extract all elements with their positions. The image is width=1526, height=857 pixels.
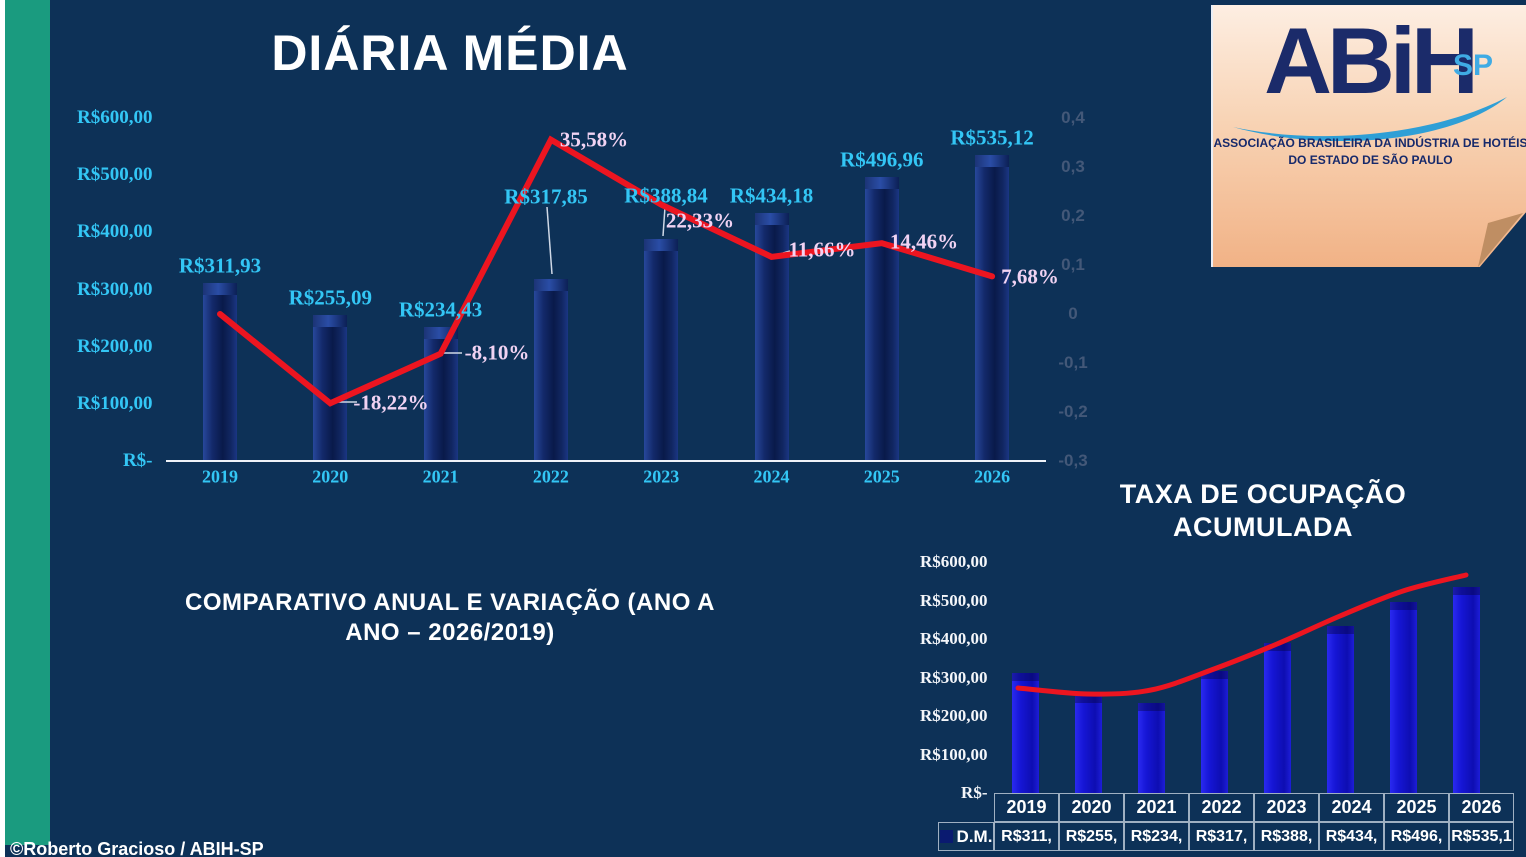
chart2-bar-2025 <box>1389 601 1417 793</box>
table-year-header: 2019 <box>994 793 1059 822</box>
dm-legend-swatch <box>939 830 953 843</box>
chart1-bar-2021 <box>423 326 458 461</box>
chart1-year-label: 2023 <box>643 466 680 487</box>
chart2-axis-tick: R$- <box>961 783 988 802</box>
comparativo-caption-line2: ANO – 2026/2019) <box>345 619 555 646</box>
chart1-value-label: R$496,96 <box>840 147 924 172</box>
chart1-value-label: R$311,93 <box>178 253 262 278</box>
chart1-bar-2023 <box>644 238 679 461</box>
comparativo-caption-line1: COMPARATIVO ANUAL E VARIAÇÃO (ANO A <box>185 589 715 616</box>
table-value: R$234, <box>1124 822 1189 851</box>
chart1-right-tick: 0 <box>1068 304 1078 323</box>
chart1-value-label: R$234,43 <box>398 297 483 322</box>
logo-org-line1: ASSOCIAÇÃO BRASILEIRA DA INDÚSTRIA DE HO… <box>1213 136 1526 150</box>
chart1-value-label: R$535,12 <box>950 125 1034 150</box>
table-year-header: 2025 <box>1384 793 1449 822</box>
chart2-axis-tick: R$300,00 <box>919 667 988 687</box>
chart1-pct-label: 7,68% <box>1001 264 1059 289</box>
chart1-left-tick: R$500,00 <box>77 164 153 186</box>
table-year-header: 2026 <box>1449 793 1514 822</box>
dm-table: 2019 2020 2021 2022 2023 2024 2025 2026 … <box>938 793 1514 851</box>
left-edge-strip <box>0 0 5 857</box>
chart1-year-label: 2024 <box>753 466 790 487</box>
chart1-pct-label: -18,22% <box>353 390 429 415</box>
logo-org-text: ASSOCIAÇÃO BRASILEIRA DA INDÚSTRIA DE HO… <box>1213 135 1526 169</box>
chart1-pct-label: 11,66% <box>788 237 856 262</box>
chart1-pct-label: -8,10% <box>464 340 530 365</box>
chart2-axis-tick: R$400,00 <box>919 629 988 648</box>
chart1-right-tick: 0,1 <box>1061 255 1085 274</box>
chart2-axis-tick: R$100,00 <box>919 744 988 764</box>
chart1-pct-label: 35,58% <box>559 127 629 152</box>
chart1-bar-2025 <box>864 176 899 461</box>
comparativo-caption: COMPARATIVO ANUAL E VARIAÇÃO (ANO A ANO … <box>140 588 760 648</box>
abih-wordmark: ABiH <box>1264 8 1479 113</box>
table-value: R$311, <box>994 822 1059 851</box>
chart2-title: TAXA DE OCUPAÇÃO ACUMULADA <box>1090 478 1436 544</box>
table-value: R$496, <box>1384 822 1449 851</box>
chart1-left-tick: R$400,00 <box>77 221 153 243</box>
chart1-left-tick: R$200,00 <box>77 335 153 357</box>
chart2-axis-tick: R$200,00 <box>919 706 988 725</box>
table-year-header: 2021 <box>1124 793 1189 822</box>
chart1-left-tick: R$300,00 <box>77 278 153 300</box>
page-title: DIÁRIA MÉDIA <box>271 25 629 81</box>
chart1-value-label: R$434,18 <box>729 183 814 208</box>
chart2-title-line2: ACUMULADA <box>1173 512 1353 542</box>
chart1-year-label: 2025 <box>863 466 900 487</box>
chart1-right-tick: -0,2 <box>1058 402 1088 421</box>
chart1-left-tick: R$600,00 <box>77 107 153 128</box>
table-year-header: 2022 <box>1189 793 1254 822</box>
chart1-right-tick: 0,4 <box>1061 108 1085 127</box>
chart1-value-label: R$255,09 <box>288 285 373 310</box>
chart1-year-label: 2020 <box>312 466 349 487</box>
chart2-axis-tick: R$600,00 <box>919 552 988 571</box>
chart1-bar-2026 <box>975 155 1010 461</box>
chart1-right-tick: -0,3 <box>1058 451 1088 470</box>
chart1-year-label: 2026 <box>974 466 1011 487</box>
chart1-bar-2020 <box>313 315 348 461</box>
table-value: R$535,1 <box>1449 822 1514 851</box>
chart1-bar-2024 <box>754 212 789 461</box>
chart2-bar-2023 <box>1263 643 1291 793</box>
table-year-header: 2023 <box>1254 793 1319 822</box>
table-value: R$317, <box>1189 822 1254 851</box>
chart1-value-label: R$388,84 <box>624 183 708 208</box>
footer-credit: ©Roberto Gracioso / ABIH-SP <box>10 839 264 857</box>
chart2-bar-2019 <box>1011 672 1039 793</box>
chart2-bar-2026 <box>1452 586 1480 793</box>
chart2-bar-2021 <box>1137 702 1165 793</box>
chart1-right-tick: 0,2 <box>1061 206 1085 225</box>
chart1-bar-2022 <box>533 279 568 461</box>
chart1-left-tick: R$- <box>122 450 153 471</box>
chart1-left-tick: R$100,00 <box>77 392 153 414</box>
table-row-label: D.M. <box>938 822 994 851</box>
chart1-year-label: 2022 <box>532 466 569 487</box>
chart2-bar-2022 <box>1200 670 1228 793</box>
chart2-bar-2020 <box>1074 694 1102 793</box>
chart2-bar-2024 <box>1326 625 1354 793</box>
abih-logo-card: ABiH SP ASSOCIAÇÃO BRASILEIRA DA INDÚSTR… <box>1211 5 1526 267</box>
chart1-right-tick: -0,1 <box>1058 353 1088 372</box>
chart1-year-label: 2019 <box>202 466 238 487</box>
chart2-title-line1: TAXA DE OCUPAÇÃO <box>1119 479 1407 509</box>
abih-sp-label: SP <box>1453 49 1494 82</box>
chart1-pct-label: 22,33% <box>665 208 735 233</box>
logo-org-line2: DO ESTADO DE SÃO PAULO <box>1288 153 1453 167</box>
chart1-year-label: 2021 <box>422 466 459 487</box>
table-value: R$388, <box>1254 822 1319 851</box>
chart1-right-tick: 0,3 <box>1061 157 1085 176</box>
teal-accent-bar <box>5 0 50 845</box>
table-value: R$434, <box>1319 822 1384 851</box>
table-value: R$255, <box>1059 822 1124 851</box>
chart1-bar-2019 <box>203 282 237 461</box>
chart1-value-label: R$317,85 <box>504 184 588 209</box>
chart2-axis-tick: R$500,00 <box>919 590 988 610</box>
chart1-pct-label: 14,46% <box>889 229 959 254</box>
table-year-header: 2024 <box>1319 793 1384 822</box>
swoosh-icon <box>1233 97 1507 141</box>
dm-label: D.M. <box>956 826 993 846</box>
table-year-header: 2020 <box>1059 793 1124 822</box>
